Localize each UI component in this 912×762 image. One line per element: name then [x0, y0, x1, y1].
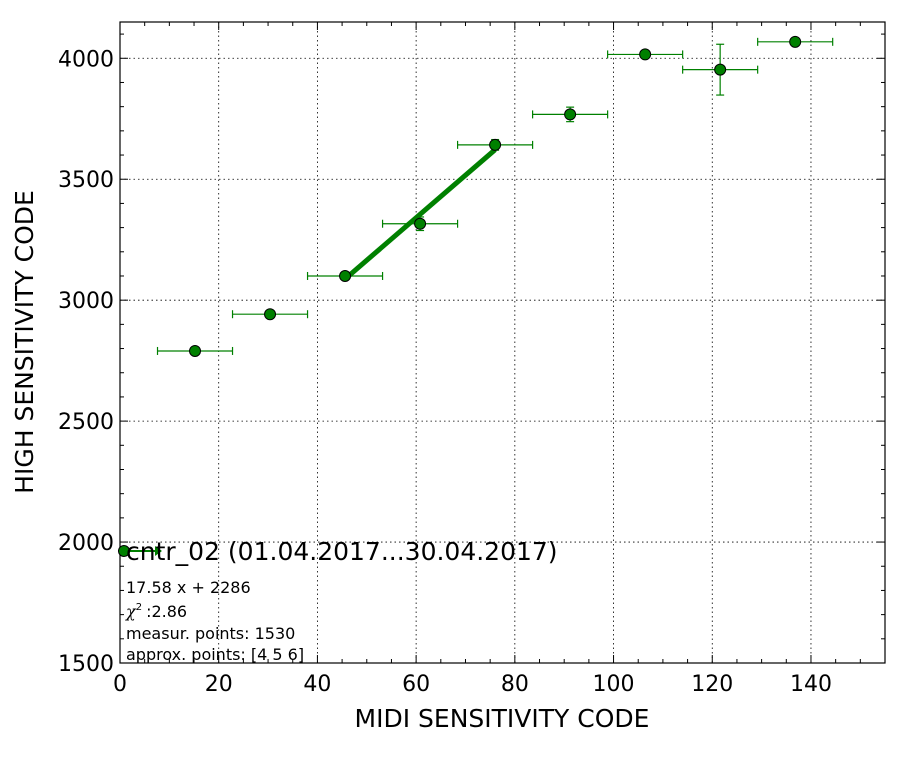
- grid: [120, 22, 885, 663]
- data-point: [414, 217, 427, 230]
- data-point: [189, 344, 202, 357]
- x-tick-label: 0: [113, 672, 127, 697]
- data-point: [564, 108, 577, 121]
- x-tick-label: 40: [303, 672, 331, 697]
- x-tick-label: 80: [501, 672, 529, 697]
- chi-square: χ2 :2.86: [125, 602, 187, 621]
- x-tick-label: 20: [205, 672, 233, 697]
- y-tick-label: 3000: [58, 289, 114, 314]
- legend: cntr_02 (01.04.2017...30.04.2017): [118, 537, 558, 566]
- y-axis-label: HIGH SENSITIVITY CODE: [10, 190, 39, 494]
- data-point: [789, 35, 802, 48]
- chi-superscript: 2: [136, 602, 142, 613]
- data-point: [489, 138, 502, 151]
- legend-point-marker: [118, 545, 130, 557]
- y-tick-label: 3500: [58, 168, 114, 193]
- fit-equation: 17.58 x + 2286: [126, 578, 251, 597]
- fit-annotations: 17.58 x + 2286 χ2 :2.86 measur. points: 1…: [125, 578, 304, 664]
- data-point: [714, 63, 727, 76]
- x-tick-label: 100: [593, 672, 635, 697]
- data-point: [339, 269, 352, 282]
- chi-square-value: :2.86: [146, 602, 187, 621]
- x-tick-label: 60: [402, 672, 430, 697]
- plot-area-frame: [119, 21, 886, 664]
- fit-line: [343, 147, 497, 281]
- x-tick-label: 140: [790, 672, 832, 697]
- chi-symbol: χ: [125, 602, 137, 621]
- fit-line-group: [343, 147, 497, 281]
- measured-points: measur. points: 1530: [126, 624, 295, 643]
- data-point: [639, 48, 652, 61]
- approx-points: approx. points: [4 5 6]: [126, 645, 304, 664]
- y-tick-label: 4000: [58, 47, 114, 72]
- legend-entry: cntr_02 (01.04.2017...30.04.2017): [126, 537, 558, 566]
- data-series: [156, 35, 834, 357]
- x-axis-label: MIDI SENSITIVITY CODE: [355, 704, 650, 733]
- data-point: [264, 308, 277, 321]
- y-tick-label: 1500: [58, 652, 114, 677]
- legend-arrow-marker: [155, 546, 162, 556]
- y-tick-label: 2000: [58, 531, 114, 556]
- axis-ticks: 0 20 40 60 80 100 120 140 1500 2000 2500 3000 3500 40…: [58, 22, 885, 697]
- x-tick-label: 120: [691, 672, 733, 697]
- y-tick-label: 2500: [58, 410, 114, 435]
